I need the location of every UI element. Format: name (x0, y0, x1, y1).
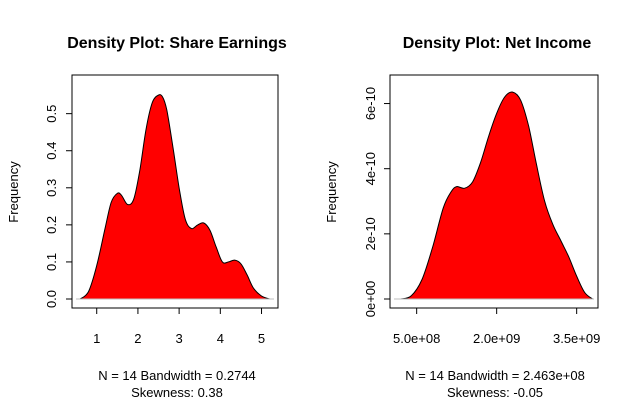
net-income-ylabel: Frequency (324, 161, 339, 223)
share-earnings-panel: Density Plot: Share Earnings 1 2 3 4 5 0.0 0.1… (6, 35, 287, 400)
share-earnings-x-tick-label-3: 4 (217, 331, 224, 346)
share-earnings-x-tick-label-2: 3 (176, 331, 183, 346)
share-earnings-y-tick-label-2: 0.2 (44, 216, 59, 234)
share-earnings-xlabel-line-1: N = 14 Bandwidth = 0.2744 (98, 368, 256, 383)
net-income-title: Density Plot: Net Income (403, 35, 592, 52)
net-income-panel: Density Plot: Net Income 5.0e+08 2.0e+09 3… (324, 35, 600, 400)
share-earnings-plot-area: 1 2 3 4 5 0.0 0.1 0.2 0.3 0.4 0.5 (44, 74, 279, 346)
share-earnings-x-tick-label-0: 1 (93, 331, 100, 346)
share-earnings-x-tick-label-1: 2 (134, 331, 141, 346)
net-income-y-tick-label-3: 6e-10 (363, 87, 378, 120)
net-income-x-tick-label-1: 2.0e+09 (473, 331, 520, 346)
share-earnings-ylabel: Frequency (6, 161, 21, 223)
share-earnings-y-tick-label-3: 0.3 (44, 179, 59, 197)
share-earnings-x-tick-label-4: 5 (258, 331, 265, 346)
share-earnings-density-area (78, 94, 270, 300)
net-income-x-tick-label-0: 5.0e+08 (393, 331, 440, 346)
net-income-density-area (400, 91, 595, 300)
net-income-xlabel-line-2: Skewness: -0.05 (447, 385, 543, 400)
net-income-x-tick-label-2: 3.5e+09 (553, 331, 600, 346)
share-earnings-title: Density Plot: Share Earnings (67, 35, 287, 52)
share-earnings-y-tick-label-4: 0.4 (44, 142, 59, 160)
share-earnings-xlabel-line-2: Skewness: 0.38 (131, 385, 223, 400)
net-income-y-tick-label-2: 4e-10 (363, 152, 378, 185)
net-income-xlabel-line-1: N = 14 Bandwidth = 2.463e+08 (405, 368, 585, 383)
share-earnings-y-tick-label-0: 0.0 (44, 290, 59, 308)
share-earnings-y-tick-label-1: 0.1 (44, 253, 59, 271)
share-earnings-y-tick-label-5: 0.5 (44, 105, 59, 123)
net-income-y-tick-label-1: 2e-10 (363, 217, 378, 250)
net-income-plot-area: 5.0e+08 2.0e+09 3.5e+09 0e+00 2e-10 4e-10 6e-1… (363, 74, 600, 346)
net-income-y-tick-label-0: 0e+00 (363, 281, 378, 318)
